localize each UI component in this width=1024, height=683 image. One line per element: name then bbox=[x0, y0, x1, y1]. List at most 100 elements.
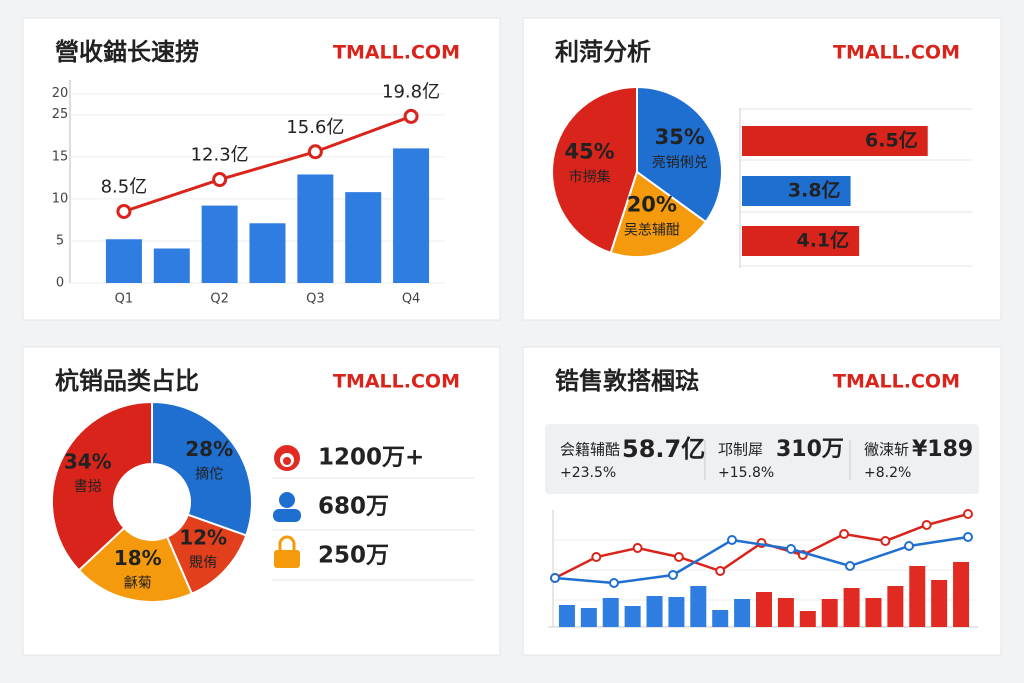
line-point bbox=[668, 570, 678, 580]
y-tick-label: 15 bbox=[52, 149, 69, 164]
line-point bbox=[307, 144, 323, 160]
line-point bbox=[673, 552, 684, 562]
bar bbox=[777, 598, 794, 627]
y-tick-label: 5 bbox=[56, 233, 64, 248]
line bbox=[554, 535, 969, 585]
bar bbox=[105, 239, 142, 283]
line bbox=[123, 115, 412, 213]
panel-title: 營收錨长速捞 bbox=[55, 38, 199, 66]
data-label: 3.8亿 bbox=[788, 179, 841, 202]
data-label: 45% bbox=[564, 139, 614, 163]
icon bbox=[274, 535, 300, 568]
x-tick-label: Q3 bbox=[306, 292, 325, 307]
kpi-value: ¥189 bbox=[912, 437, 973, 462]
bar bbox=[953, 562, 970, 627]
data-label: 4.1亿 bbox=[796, 229, 849, 252]
brand: TMALL.COM bbox=[333, 42, 460, 64]
line-point bbox=[116, 203, 132, 219]
pie-slice bbox=[551, 85, 638, 255]
data-label: 8.5亿 bbox=[101, 176, 148, 197]
kpi-label: 邛制犀 bbox=[718, 441, 763, 459]
data-label: 20% bbox=[627, 193, 677, 217]
data-label: 34% bbox=[64, 450, 112, 474]
kpi-change: +23.5% bbox=[560, 465, 616, 481]
bar bbox=[756, 592, 772, 627]
donut-slice bbox=[151, 400, 253, 537]
data-label: 19.8亿 bbox=[382, 81, 440, 102]
kpi-change: +15.8% bbox=[718, 465, 774, 481]
bar bbox=[249, 223, 286, 283]
y-tick-label: 20 bbox=[52, 86, 69, 101]
data-label: 35% bbox=[655, 125, 705, 149]
line-point bbox=[550, 573, 560, 583]
line-point bbox=[591, 552, 602, 562]
line-point bbox=[963, 532, 973, 542]
panel-title: 杭销品类占比 bbox=[55, 367, 199, 395]
panel-title: 利菏分析 bbox=[555, 38, 651, 66]
slice-label: 摘佗 bbox=[195, 466, 223, 483]
bar bbox=[668, 597, 685, 627]
bar bbox=[734, 599, 751, 627]
donut-slice bbox=[51, 400, 153, 572]
bar bbox=[887, 586, 904, 627]
pie-slice bbox=[636, 85, 723, 224]
data-label: 28% bbox=[185, 437, 233, 461]
icon bbox=[274, 445, 300, 471]
icon bbox=[273, 492, 301, 522]
bar bbox=[646, 596, 663, 627]
bar bbox=[742, 226, 860, 256]
bar bbox=[690, 586, 707, 627]
panel-title: 锆售敦搭椢琺 bbox=[555, 367, 699, 395]
slice-label: 覞侑 bbox=[189, 555, 217, 571]
bar bbox=[865, 598, 882, 627]
kpi-value: 58.7亿 bbox=[622, 435, 705, 463]
data-label: 6.5亿 bbox=[865, 129, 918, 152]
x-tick-label: Q2 bbox=[210, 292, 229, 307]
line-point bbox=[845, 561, 855, 571]
bar bbox=[393, 148, 430, 283]
pie-slice bbox=[609, 170, 708, 258]
brand: TMALL.COM bbox=[833, 371, 960, 393]
line-point bbox=[632, 543, 643, 553]
bar bbox=[297, 174, 334, 283]
bar bbox=[153, 248, 190, 283]
donut-slice bbox=[77, 526, 194, 603]
bar bbox=[201, 205, 238, 283]
line-point bbox=[921, 520, 932, 530]
kpi-label: 徶涑斩 bbox=[864, 441, 909, 459]
line-point bbox=[727, 535, 737, 545]
stat-value: 250万 bbox=[318, 543, 389, 569]
x-tick-label: Q4 bbox=[402, 292, 421, 307]
data-label: 12% bbox=[179, 525, 227, 549]
line-point bbox=[212, 172, 228, 188]
bar bbox=[345, 192, 382, 283]
brand: TMALL.COM bbox=[333, 371, 460, 393]
data-label: 15.6亿 bbox=[286, 117, 344, 138]
kpi-change: +8.2% bbox=[864, 465, 911, 481]
bar bbox=[558, 605, 575, 627]
line-point bbox=[786, 544, 796, 554]
kpi-label: 会籍辅酷 bbox=[560, 441, 620, 459]
line-point bbox=[403, 108, 419, 124]
brand: TMALL.COM bbox=[833, 42, 960, 64]
x-tick-label: Q1 bbox=[115, 292, 134, 307]
bar bbox=[799, 611, 816, 627]
line-point bbox=[715, 566, 726, 576]
bar bbox=[821, 599, 838, 627]
bar bbox=[931, 580, 948, 627]
data-label: 12.3亿 bbox=[191, 145, 249, 166]
bar bbox=[602, 598, 619, 627]
slice-label: 書搃 bbox=[74, 479, 102, 495]
line-point bbox=[880, 536, 891, 546]
y-tick-label: 10 bbox=[52, 191, 69, 206]
slice-label: 亮销俐兑 bbox=[652, 154, 708, 171]
kpi-box bbox=[545, 424, 979, 494]
slice-label: 龢菊 bbox=[124, 576, 152, 592]
bar bbox=[742, 126, 928, 156]
slice-label: 吴恙辅酣 bbox=[624, 223, 680, 239]
bar bbox=[624, 606, 641, 627]
bar bbox=[580, 608, 597, 627]
data-label: 18% bbox=[114, 546, 162, 570]
slice-label: 巿撈集 bbox=[569, 168, 611, 185]
